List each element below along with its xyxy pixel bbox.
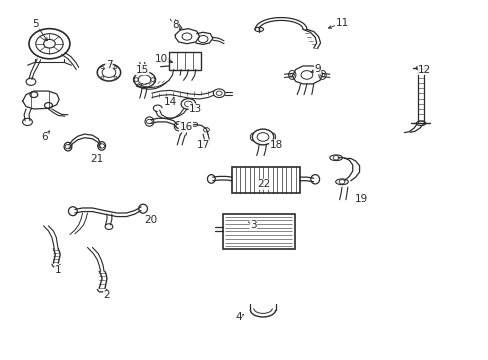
Text: 7: 7 <box>105 60 112 70</box>
Text: 21: 21 <box>90 154 103 164</box>
Text: 18: 18 <box>269 140 282 150</box>
Circle shape <box>29 29 70 59</box>
Text: 5: 5 <box>32 19 39 29</box>
Bar <box>232 167 299 193</box>
Text: 8: 8 <box>172 20 178 30</box>
Circle shape <box>97 64 121 81</box>
Text: 17: 17 <box>196 140 209 150</box>
Text: 9: 9 <box>314 64 320 74</box>
Text: 1: 1 <box>55 265 61 275</box>
Bar <box>222 214 294 249</box>
Circle shape <box>252 129 273 145</box>
Text: 22: 22 <box>257 179 270 189</box>
Text: 11: 11 <box>335 18 348 28</box>
Text: 20: 20 <box>144 215 157 225</box>
Text: 6: 6 <box>41 132 48 142</box>
Circle shape <box>181 99 195 109</box>
Text: 16: 16 <box>179 122 192 132</box>
Text: 19: 19 <box>354 194 367 204</box>
Circle shape <box>213 89 224 98</box>
Text: 12: 12 <box>417 64 430 75</box>
Text: 10: 10 <box>155 54 168 64</box>
Text: 13: 13 <box>189 104 202 114</box>
Text: 15: 15 <box>135 64 148 75</box>
Text: 14: 14 <box>163 97 177 107</box>
Bar <box>168 52 200 69</box>
Circle shape <box>134 72 155 87</box>
Text: 3: 3 <box>249 220 256 230</box>
Text: 4: 4 <box>235 312 242 322</box>
Text: 2: 2 <box>103 291 110 301</box>
